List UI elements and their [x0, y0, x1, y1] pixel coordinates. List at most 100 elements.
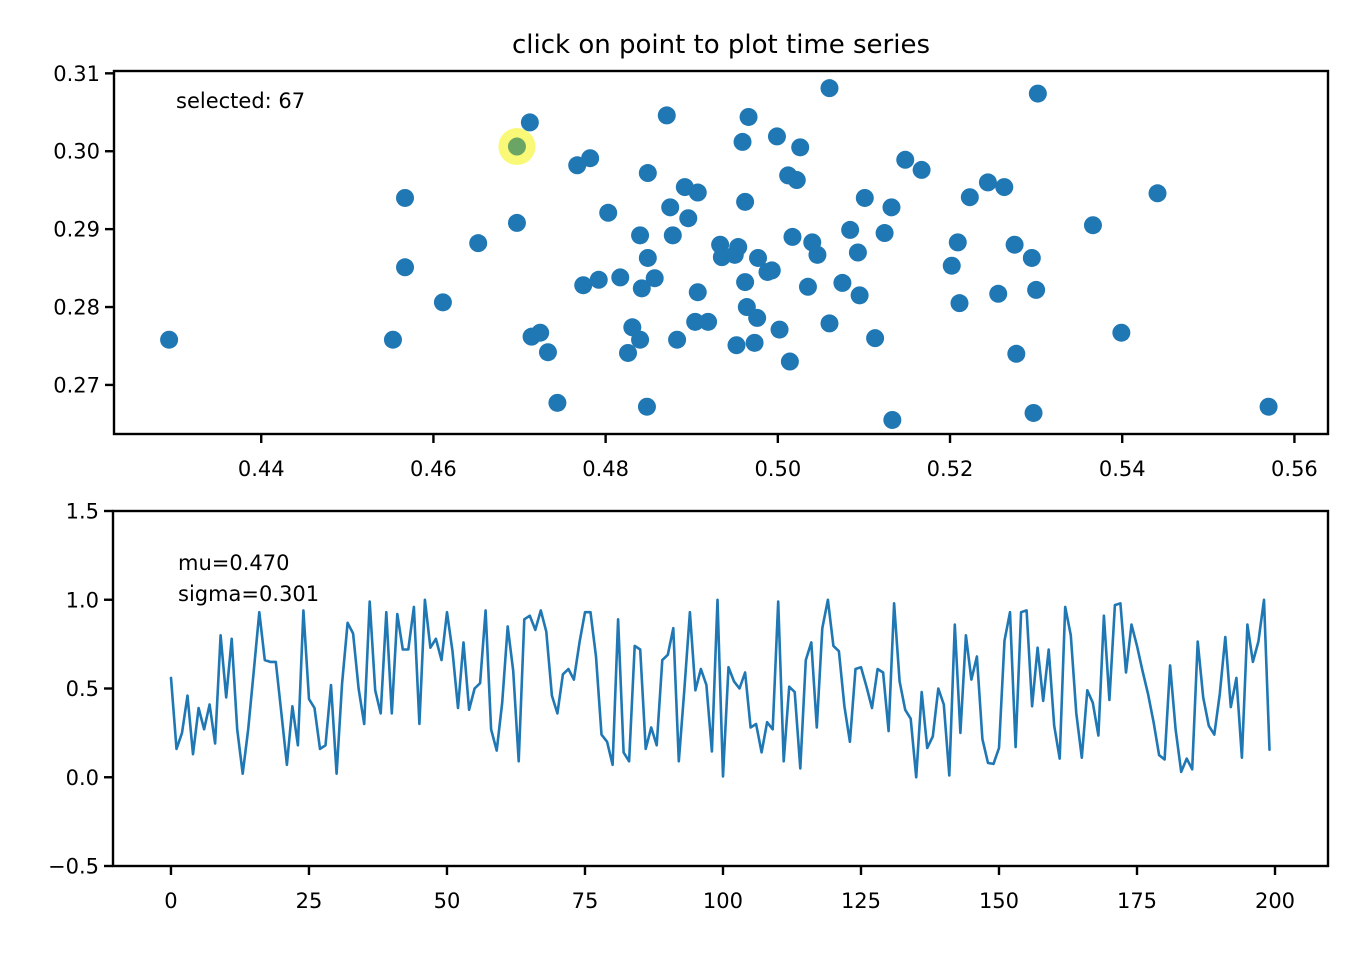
scatter-point[interactable] — [736, 273, 755, 292]
scatter-point[interactable] — [686, 312, 705, 331]
scatter-point[interactable] — [798, 277, 817, 296]
x-tick-label: 0.56 — [1271, 457, 1318, 481]
scatter-point[interactable] — [548, 393, 567, 412]
scatter-point[interactable] — [989, 284, 1008, 303]
scatter-point[interactable] — [688, 283, 707, 302]
scatter-point[interactable] — [631, 226, 650, 245]
scatter-point[interactable] — [866, 329, 885, 348]
scatter-point[interactable] — [661, 198, 680, 217]
scatter-point[interactable] — [727, 336, 746, 355]
scatter-point[interactable] — [942, 256, 961, 275]
scatter-point[interactable] — [1027, 280, 1046, 299]
scatter-point[interactable] — [611, 268, 630, 287]
scatter-point[interactable] — [469, 234, 488, 253]
scatter-point[interactable] — [632, 279, 651, 298]
scatter-point[interactable] — [1005, 235, 1024, 254]
scatter-point[interactable] — [433, 293, 452, 312]
scatter-point[interactable] — [820, 79, 839, 98]
x-tick-label: 0 — [164, 889, 177, 913]
scatter-point[interactable] — [1083, 216, 1102, 235]
scatter-axes: 0.44 0.46 0.48 0.50 0.52 0.54 0.56 0.27 0.28 0.29… — [53, 62, 1330, 481]
scatter-point[interactable] — [912, 160, 931, 179]
scatter-point[interactable] — [855, 188, 874, 207]
scatter-point[interactable] — [383, 330, 402, 349]
scatter-point[interactable] — [787, 171, 806, 190]
scatter-point[interactable] — [1148, 184, 1167, 203]
x-tick-label: 100 — [703, 889, 743, 913]
scatter-point[interactable] — [748, 308, 767, 327]
scatter-point[interactable] — [638, 164, 657, 183]
scatter-point[interactable] — [882, 198, 901, 217]
scatter-point[interactable] — [780, 352, 799, 371]
scatter-point[interactable] — [1112, 323, 1131, 342]
x-tick-label: 125 — [841, 889, 881, 913]
scatter-point[interactable] — [657, 106, 676, 125]
y-tick-label: 0.0 — [66, 766, 99, 790]
scatter-point[interactable] — [1028, 84, 1047, 103]
sigma-annotation: sigma=0.301 — [178, 582, 319, 606]
mu-annotation: mu=0.470 — [178, 551, 289, 575]
scatter-point[interactable] — [736, 192, 755, 211]
scatter-point[interactable] — [841, 220, 860, 239]
scatter-point[interactable] — [978, 173, 997, 192]
y-tick-label: 0.29 — [53, 218, 100, 242]
scatter-point[interactable] — [875, 224, 894, 243]
scatter-point[interactable] — [770, 320, 789, 339]
timeseries-line — [169, 598, 1271, 779]
scatter-point[interactable] — [739, 107, 758, 126]
scatter-point[interactable] — [808, 245, 827, 264]
scatter-point[interactable] — [645, 269, 664, 288]
scatter-point[interactable] — [599, 203, 618, 222]
scatter-point[interactable] — [160, 330, 179, 349]
scatter-point[interactable] — [679, 209, 698, 228]
scatter-point[interactable] — [791, 138, 810, 157]
x-tick-label: 25 — [296, 889, 323, 913]
scatter-point[interactable] — [637, 397, 656, 416]
scatter-point[interactable] — [531, 323, 550, 342]
scatter-point[interactable] — [631, 330, 650, 349]
axes-spines — [112, 69, 1330, 436]
selected-scatter-point[interactable] — [507, 137, 526, 156]
scatter-point[interactable] — [995, 178, 1014, 197]
scatter-point[interactable] — [749, 248, 768, 267]
scatter-point[interactable] — [896, 150, 915, 169]
scatter-point[interactable] — [520, 113, 539, 132]
scatter-point[interactable] — [538, 343, 557, 362]
scatter-point[interactable] — [663, 226, 682, 245]
scatter-point[interactable] — [733, 132, 752, 151]
scatter-point[interactable] — [850, 286, 869, 305]
scatter-point[interactable] — [1259, 397, 1278, 416]
y-tick-label: 0.31 — [53, 62, 100, 86]
scatter-point[interactable] — [638, 248, 657, 267]
scatter-point[interactable] — [820, 314, 839, 333]
x-tick-label: 50 — [434, 889, 461, 913]
scatter-point[interactable] — [589, 270, 608, 289]
scatter-point[interactable] — [668, 330, 687, 349]
scatter-point[interactable] — [619, 343, 638, 362]
scatter-point[interactable] — [960, 188, 979, 207]
scatter-point[interactable] — [745, 333, 764, 352]
scatter-point[interactable] — [833, 273, 852, 292]
scatter-point[interactable] — [783, 227, 802, 246]
scatter-point[interactable] — [396, 188, 415, 207]
x-tick-label: 175 — [1117, 889, 1157, 913]
scatter-point[interactable] — [758, 262, 777, 281]
scatter-point[interactable] — [688, 183, 707, 202]
scatter-point[interactable] — [507, 213, 526, 232]
y-tick-label: 0.5 — [66, 677, 99, 701]
scatter-point[interactable] — [1024, 403, 1043, 422]
scatter-point[interactable] — [948, 233, 967, 252]
timeseries-axes: 0 25 50 75 100 125 150 175 200 −0.5 0.0 0.5 1.0 1.5 — [48, 500, 1330, 913]
scatter-point[interactable] — [1022, 248, 1041, 267]
scatter-point[interactable] — [581, 149, 600, 168]
scatter-point[interactable] — [574, 276, 593, 295]
scatter-point[interactable] — [848, 243, 867, 262]
scatter-point[interactable] — [1007, 344, 1026, 363]
scatter-point[interactable] — [725, 245, 744, 264]
scatter-point[interactable] — [883, 410, 902, 429]
scatter-point[interactable] — [699, 312, 718, 331]
scatter-point[interactable] — [950, 294, 969, 313]
scatter-point[interactable] — [767, 127, 786, 146]
scatter-point[interactable] — [396, 258, 415, 277]
